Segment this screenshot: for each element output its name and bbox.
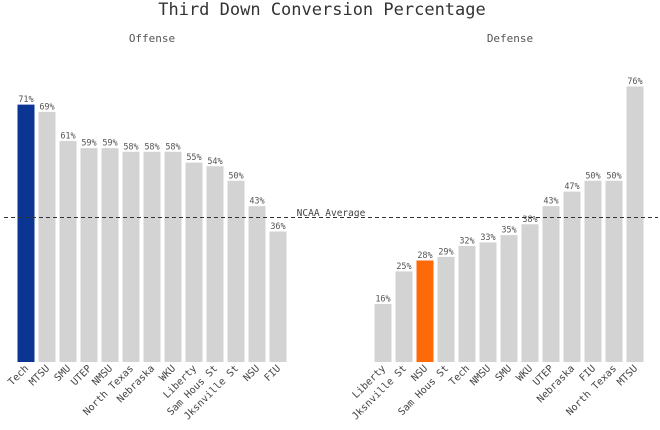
defense-tick-label: MTSU: [615, 363, 640, 388]
defense-bar: [563, 191, 581, 362]
defense-tick-label: SMU: [494, 363, 515, 384]
offense-tick-label: FIU: [263, 363, 284, 384]
offense-bar: [80, 148, 98, 362]
defense-value-label: 32%: [459, 237, 474, 247]
offense-value-label: 54%: [207, 157, 222, 167]
defense-bar: [605, 180, 623, 362]
defense-bar: [479, 242, 497, 362]
defense-bar: [374, 304, 392, 362]
offense-value-label: 50%: [228, 171, 243, 181]
defense-bar: [626, 86, 644, 362]
defense-value-label: 25%: [396, 262, 411, 272]
offense-tick-label: Tech: [6, 363, 31, 388]
offense-bar: [206, 166, 224, 362]
offense-tick-label: UTEP: [69, 363, 94, 388]
offense-bar: [164, 151, 182, 362]
offense-panel-title: Offense: [129, 32, 175, 45]
offense-value-label: 36%: [270, 222, 285, 232]
offense-value-label: 71%: [18, 95, 33, 105]
ncaa-average-label: NCAA Average: [297, 208, 366, 219]
defense-value-label: 38%: [522, 215, 537, 225]
offense-bar: [59, 140, 77, 362]
defense-panel-title: Defense: [487, 32, 533, 45]
defense-value-label: 47%: [564, 182, 579, 192]
offense-panel: Offense71%Tech69%MTSU61%SMU59%UTEP59%NMS…: [6, 32, 287, 422]
offense-bar: [143, 151, 161, 362]
offense-value-label: 55%: [186, 153, 201, 163]
defense-value-label: 29%: [438, 247, 453, 257]
defense-bar: [416, 260, 434, 362]
defense-bar: [542, 206, 560, 362]
offense-value-label: 58%: [123, 142, 138, 152]
defense-tick-label: Tech: [447, 363, 472, 388]
offense-tick-label: NSU: [242, 363, 263, 384]
defense-bar: [521, 224, 539, 362]
defense-value-label: 35%: [501, 226, 516, 236]
offense-value-label: 43%: [249, 197, 264, 207]
offense-bar: [269, 231, 287, 362]
offense-bar: [101, 148, 119, 362]
defense-value-label: 16%: [375, 295, 390, 305]
offense-bar: [248, 206, 266, 362]
offense-value-label: 58%: [144, 142, 159, 152]
defense-value-label: 43%: [543, 197, 558, 207]
defense-value-label: 28%: [417, 251, 432, 261]
offense-value-label: 58%: [165, 142, 180, 152]
offense-bar: [185, 162, 203, 362]
offense-value-label: 59%: [102, 139, 117, 149]
defense-tick-label: NMSU: [468, 363, 493, 388]
offense-bar: [122, 151, 140, 362]
defense-bar: [395, 271, 413, 362]
offense-bar: [38, 111, 56, 362]
defense-bar: [500, 235, 518, 362]
offense-bar: [227, 180, 245, 362]
defense-value-label: 76%: [627, 77, 642, 87]
offense-value-label: 61%: [60, 131, 75, 141]
offense-value-label: 69%: [39, 102, 54, 112]
offense-tick-label: MTSU: [27, 363, 52, 388]
defense-bar: [458, 246, 476, 362]
defense-value-label: 50%: [585, 171, 600, 181]
defense-value-label: 50%: [606, 171, 621, 181]
offense-bar: [17, 104, 35, 362]
defense-bar: [584, 180, 602, 362]
defense-bar: [437, 256, 455, 362]
chart-title: Third Down Conversion Percentage: [158, 0, 486, 20]
offense-value-label: 59%: [81, 139, 96, 149]
defense-value-label: 33%: [480, 233, 495, 243]
chart-panels: Offense 71% Tech 69% MTSU 61% SMU 59% UTEP 59% NMS…: [6, 32, 644, 422]
